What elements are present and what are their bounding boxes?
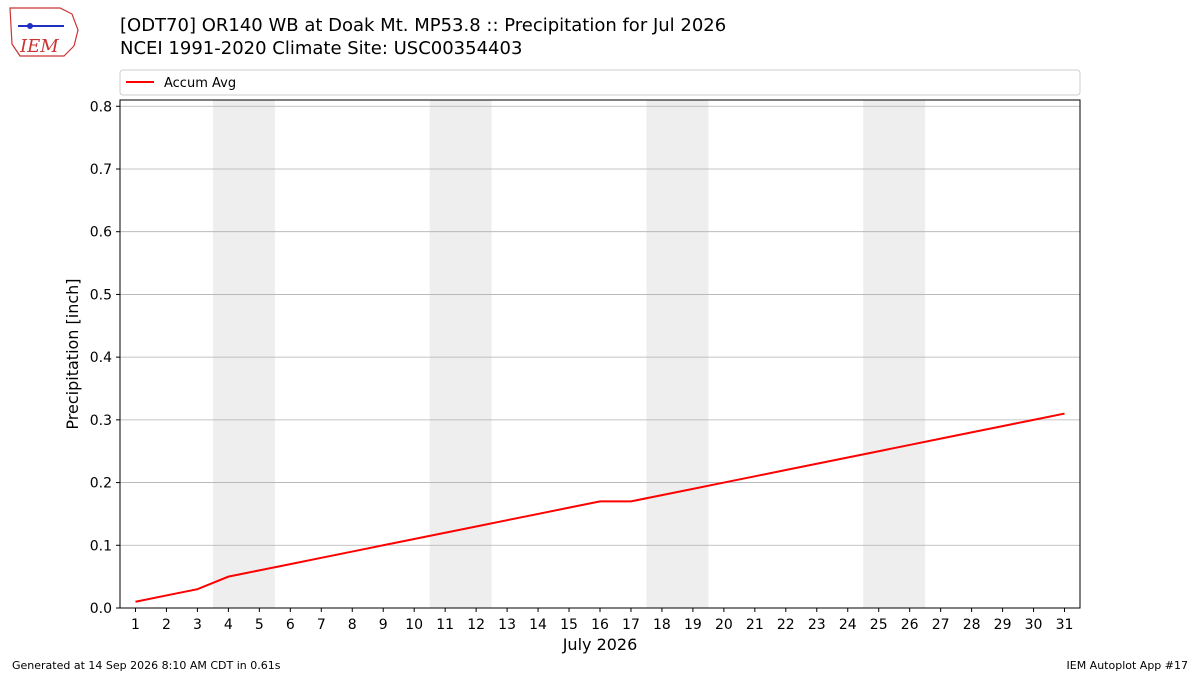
chart-title: [ODT70] OR140 WB at Doak Mt. MP53.8 :: P… [120,15,726,36]
x-tick-label: 26 [901,617,919,633]
x-tick-label: 13 [498,617,516,633]
y-tick-label: 0.1 [90,538,112,554]
x-tick-label: 9 [379,617,388,633]
x-tick-label: 25 [870,617,888,633]
x-tick-label: 11 [436,617,454,633]
x-tick-label: 2 [162,617,171,633]
y-axis-label: Precipitation [inch] [63,278,82,429]
y-tick-label: 0.4 [90,350,112,366]
x-tick-label: 16 [591,617,609,633]
x-tick-label: 22 [777,617,795,633]
x-tick-label: 18 [653,617,671,633]
y-tick-label: 0.7 [90,162,112,178]
x-tick-label: 6 [286,617,295,633]
legend-label: Accum Avg [164,76,236,91]
y-tick-label: 0.5 [90,287,112,303]
legend-box [119,69,1081,96]
x-tick-label: 4 [224,617,233,633]
logo: IEM [9,7,79,57]
y-tick-label: 0.6 [90,225,112,241]
x-tick-label: 15 [560,617,578,633]
footer-right: IEM Autoplot App #17 [1067,659,1189,672]
x-tick-label: 7 [317,617,326,633]
logo-text: IEM [19,36,59,57]
x-tick-label: 12 [467,617,485,633]
x-tick-label: 31 [1056,617,1074,633]
data-line [135,412,1065,603]
y-tick-label: 0.3 [90,413,112,429]
y-tick-label: 0.8 [90,99,112,115]
x-tick-label: 3 [193,617,202,633]
x-tick-label: 28 [963,617,981,633]
x-tick-label: 30 [1025,617,1043,633]
x-tick-label: 19 [684,617,702,633]
x-tick-label: 23 [808,617,826,633]
plot-frame [119,99,1081,609]
y-tick-label: 0.2 [90,476,112,492]
x-tick-label: 20 [715,617,733,633]
x-tick-label: 17 [622,617,640,633]
y-tick-label: 0.0 [90,601,112,617]
chart-subtitle: NCEI 1991-2020 Climate Site: USC00354403 [120,38,522,59]
x-tick-label: 21 [746,617,764,633]
weekend-shade [429,100,492,608]
x-tick-label: 29 [994,617,1012,633]
weekend-shade [863,100,926,608]
x-tick-label: 14 [529,617,547,633]
x-tick-label: 27 [932,617,950,633]
x-tick-label: 24 [839,617,857,633]
x-tick-label: 5 [255,617,264,633]
x-tick-label: 1 [131,617,140,633]
weekend-shade [212,100,275,608]
x-axis-label: July 2026 [562,635,638,654]
footer-left: Generated at 14 Sep 2026 8:10 AM CDT in … [12,659,281,672]
x-tick-label: 8 [348,617,357,633]
x-tick-label: 10 [405,617,423,633]
weekend-shade [646,100,709,608]
